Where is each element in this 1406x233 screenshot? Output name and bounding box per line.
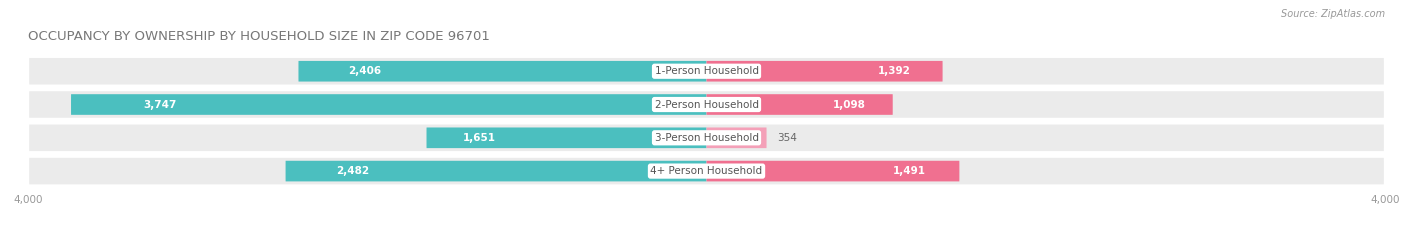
FancyBboxPatch shape	[298, 61, 707, 82]
FancyBboxPatch shape	[28, 90, 1385, 119]
Text: 2-Person Household: 2-Person Household	[655, 99, 758, 110]
FancyBboxPatch shape	[285, 161, 707, 182]
FancyBboxPatch shape	[72, 94, 707, 115]
FancyBboxPatch shape	[426, 127, 707, 148]
Text: 1,651: 1,651	[463, 133, 496, 143]
Text: 354: 354	[776, 133, 797, 143]
FancyBboxPatch shape	[28, 57, 1385, 86]
FancyBboxPatch shape	[707, 161, 959, 182]
Text: 3,747: 3,747	[143, 99, 176, 110]
FancyBboxPatch shape	[707, 127, 766, 148]
FancyBboxPatch shape	[28, 157, 1385, 185]
Text: OCCUPANCY BY OWNERSHIP BY HOUSEHOLD SIZE IN ZIP CODE 96701: OCCUPANCY BY OWNERSHIP BY HOUSEHOLD SIZE…	[28, 30, 491, 43]
FancyBboxPatch shape	[707, 61, 942, 82]
Text: Source: ZipAtlas.com: Source: ZipAtlas.com	[1281, 9, 1385, 19]
Text: 2,482: 2,482	[336, 166, 370, 176]
FancyBboxPatch shape	[707, 94, 893, 115]
Text: 1,098: 1,098	[832, 99, 866, 110]
Text: 1,392: 1,392	[877, 66, 911, 76]
FancyBboxPatch shape	[28, 123, 1385, 152]
Text: 1-Person Household: 1-Person Household	[655, 66, 758, 76]
Text: 2,406: 2,406	[347, 66, 381, 76]
Text: 1,491: 1,491	[893, 166, 925, 176]
Text: 3-Person Household: 3-Person Household	[655, 133, 758, 143]
Text: 4+ Person Household: 4+ Person Household	[651, 166, 762, 176]
